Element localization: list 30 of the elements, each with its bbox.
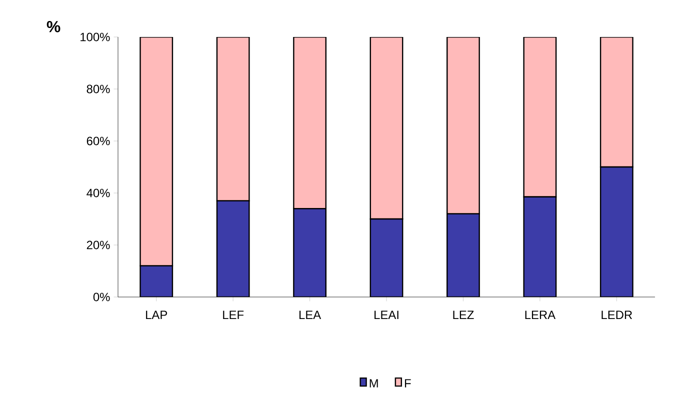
bar bbox=[216, 36, 250, 202]
y-tick-label: 0% bbox=[93, 292, 110, 302]
x-tick-label: LEAI bbox=[374, 310, 398, 319]
bar bbox=[216, 200, 250, 297]
bar bbox=[140, 36, 174, 266]
bar bbox=[370, 218, 404, 297]
bar bbox=[600, 36, 634, 168]
bar bbox=[446, 36, 480, 214]
y-tick-label: 40% bbox=[86, 188, 110, 198]
y-axis-title: % bbox=[46, 20, 60, 32]
bar bbox=[523, 36, 557, 198]
x-tick-label: LEZ bbox=[453, 310, 474, 319]
y-tick-label: 20% bbox=[86, 240, 110, 250]
bar bbox=[523, 196, 557, 297]
y-tick-label: 80% bbox=[86, 84, 110, 94]
bar bbox=[370, 36, 404, 220]
x-tick-label: LEF bbox=[223, 310, 244, 319]
y-tick-label: 60% bbox=[86, 136, 110, 146]
bar bbox=[293, 36, 326, 210]
y-tick-label: 100% bbox=[80, 32, 110, 42]
x-tick-label: LERA bbox=[525, 310, 556, 319]
bar bbox=[446, 213, 480, 297]
x-tick-label: LEA bbox=[299, 310, 322, 319]
x-tick-label: LAP bbox=[146, 310, 168, 319]
bar bbox=[600, 166, 634, 297]
legend-label: M bbox=[370, 379, 378, 388]
bar bbox=[293, 208, 326, 297]
bar bbox=[140, 265, 174, 297]
legend-label: F bbox=[404, 379, 411, 388]
x-tick-label: LEDR bbox=[602, 310, 632, 319]
